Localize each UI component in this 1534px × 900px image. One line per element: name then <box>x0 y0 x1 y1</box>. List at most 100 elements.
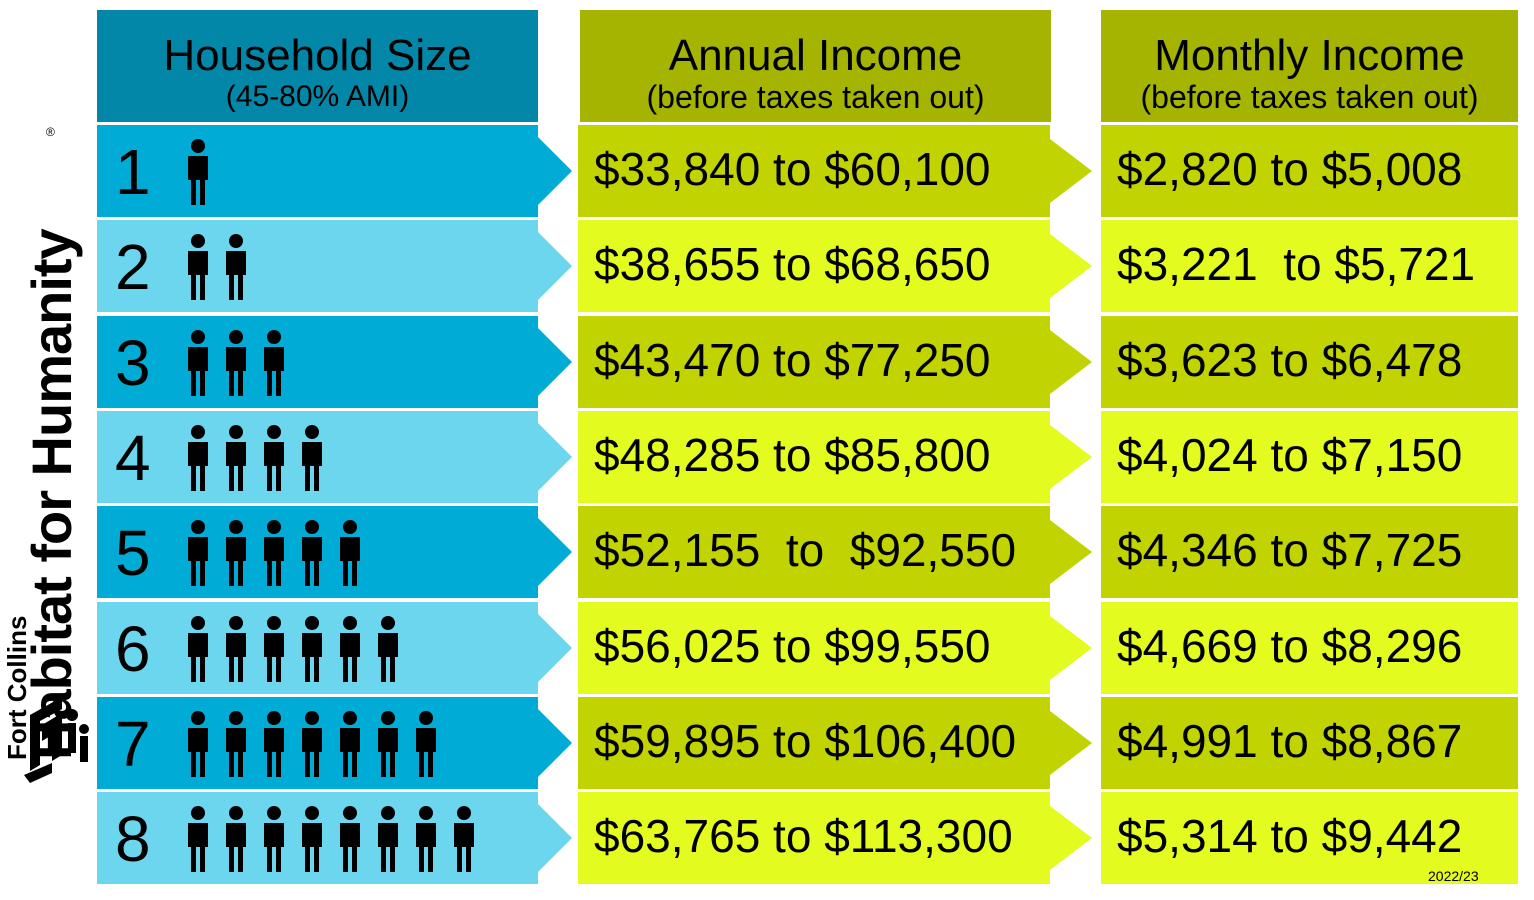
person-icon <box>261 425 287 491</box>
monthly-income-value: $3,623 to $6,478 <box>1117 334 1463 386</box>
arrow-right-icon <box>1050 234 1092 298</box>
person-icon <box>451 806 477 872</box>
person-icon <box>375 616 401 682</box>
person-icon <box>337 711 363 777</box>
annual-income-header: Annual Income (before taxes taken out) <box>580 10 1051 122</box>
household-size-number: 5 <box>115 517 151 589</box>
household-size-number: 4 <box>115 422 151 494</box>
household-size-cell: 3 <box>97 316 538 408</box>
habitat-house-icon <box>24 697 89 783</box>
person-icon <box>185 139 211 205</box>
household-size-number: 6 <box>115 613 151 685</box>
arrow-right-icon <box>1050 806 1092 870</box>
household-size-cell: 8 <box>97 792 538 884</box>
household-size-cell: 1 <box>97 125 538 217</box>
person-icon <box>299 806 325 872</box>
household-size-number: 2 <box>115 231 151 303</box>
income-row: 3 $43,470 to $77,250 $3,623 to $6,478 <box>0 316 1534 411</box>
arrow-right-icon <box>1050 330 1092 394</box>
monthly-income-cell: $5,314 to $9,442 <box>1101 792 1518 884</box>
monthly-income-header: Monthly Income (before taxes taken out) <box>1101 10 1518 122</box>
monthly-income-cell: $4,991 to $8,867 <box>1101 697 1518 789</box>
person-icon <box>223 425 249 491</box>
income-row: 4 $48,285 to $85,800 $4,024 to $7,150 <box>0 411 1534 506</box>
monthly-income-value: $4,024 to $7,150 <box>1117 429 1463 481</box>
person-icon <box>185 520 211 586</box>
arrow-right-icon <box>536 516 572 588</box>
annual-income-value: $52,155 to $92,550 <box>594 524 1017 576</box>
annual-income-cell: $56,025 to $99,550 <box>578 602 1050 694</box>
person-icon <box>337 520 363 586</box>
arrow-right-icon <box>536 707 572 779</box>
monthly-income-value: $4,991 to $8,867 <box>1117 715 1463 767</box>
monthly-income-cell: $4,024 to $7,150 <box>1101 411 1518 503</box>
person-icon <box>223 616 249 682</box>
monthly-income-cell: $4,669 to $8,296 <box>1101 602 1518 694</box>
arrow-right-icon <box>1050 425 1092 489</box>
annual-income-cell: $43,470 to $77,250 <box>578 316 1050 408</box>
person-icon <box>261 806 287 872</box>
person-icon <box>185 234 211 300</box>
arrow-right-icon <box>1050 520 1092 584</box>
person-icon <box>185 711 211 777</box>
monthly-income-value: $3,221 to $5,721 <box>1117 238 1476 290</box>
annual-income-value: $43,470 to $77,250 <box>594 334 991 386</box>
monthly-income-subtitle: (before taxes taken out) <box>1140 79 1479 115</box>
income-row: 2 $38,655 to $68,650 $3,221 to $5,721 <box>0 220 1534 315</box>
person-icons <box>185 425 325 491</box>
person-icon <box>375 806 401 872</box>
monthly-income-value: $4,669 to $8,296 <box>1117 620 1463 672</box>
arrow-right-icon <box>1050 711 1092 775</box>
arrow-right-icon <box>1050 616 1092 680</box>
person-icon <box>337 806 363 872</box>
person-icon <box>299 520 325 586</box>
household-size-cell: 2 <box>97 220 538 312</box>
household-size-cell: 4 <box>97 411 538 503</box>
monthly-income-value: $5,314 to $9,442 <box>1117 810 1463 862</box>
arrow-right-icon <box>536 135 572 207</box>
annual-income-value: $48,285 to $85,800 <box>594 429 991 481</box>
person-icon <box>223 520 249 586</box>
monthly-income-value: $4,346 to $7,725 <box>1117 524 1463 576</box>
household-size-number: 7 <box>115 708 151 780</box>
annual-income-subtitle: (before taxes taken out) <box>646 79 985 115</box>
person-icons <box>185 806 477 872</box>
household-size-cell: 5 <box>97 506 538 598</box>
person-icon <box>261 330 287 396</box>
monthly-income-cell: $3,623 to $6,478 <box>1101 316 1518 408</box>
person-icon <box>223 711 249 777</box>
annual-income-value: $56,025 to $99,550 <box>594 620 991 672</box>
person-icon <box>185 425 211 491</box>
person-icon <box>261 616 287 682</box>
person-icons <box>185 520 363 586</box>
arrow-right-icon <box>1050 139 1092 203</box>
annual-income-value: $38,655 to $68,650 <box>594 238 991 290</box>
income-row: 1 $33,840 to $60,100 $2,820 to $5,008 <box>0 125 1534 220</box>
annual-income-title: Annual Income <box>668 31 963 80</box>
person-icon <box>299 425 325 491</box>
household-size-number: 3 <box>115 327 151 399</box>
person-icon <box>185 806 211 872</box>
arrow-right-icon <box>536 230 572 302</box>
habitat-logo: Fort Collins Habitat for Humanity ® <box>0 125 96 785</box>
annual-income-value: $59,895 to $106,400 <box>594 715 1017 767</box>
person-icon <box>413 806 439 872</box>
annual-income-cell: $63,765 to $113,300 <box>578 792 1050 884</box>
person-icon <box>299 711 325 777</box>
household-size-number: 8 <box>115 803 151 875</box>
year-label: 2022/23 <box>1428 868 1479 884</box>
person-icon <box>223 234 249 300</box>
person-icons <box>185 234 249 300</box>
person-icon <box>299 616 325 682</box>
person-icon <box>413 711 439 777</box>
arrow-right-icon <box>536 326 572 398</box>
income-row: 6 $56,025 to $99,550 $4,669 to $8,296 <box>0 602 1534 697</box>
household-size-header: Household Size (45-80% AMI) <box>97 10 538 122</box>
monthly-income-cell: $4,346 to $7,725 <box>1101 506 1518 598</box>
person-icon <box>261 520 287 586</box>
person-icon <box>375 711 401 777</box>
annual-income-cell: $52,155 to $92,550 <box>578 506 1050 598</box>
household-size-cell: 7 <box>97 697 538 789</box>
income-row: 5 $52,155 to $92,550 $4,346 to $7,725 <box>0 506 1534 601</box>
arrow-right-icon <box>536 802 572 874</box>
